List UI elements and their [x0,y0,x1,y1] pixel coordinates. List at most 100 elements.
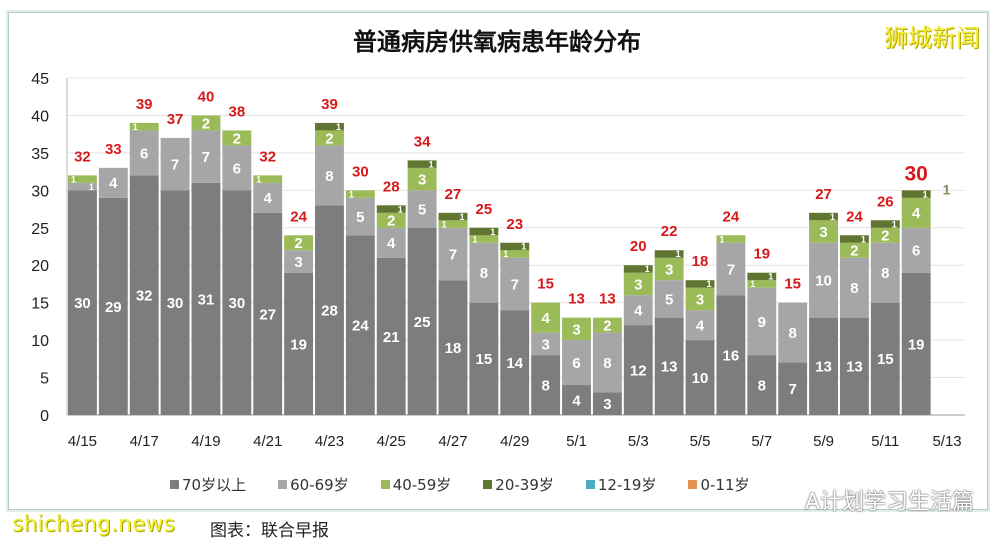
total-label: 37 [167,111,184,128]
bar-segment [68,182,97,191]
total-label: 22 [661,223,678,240]
bar-segment [253,175,283,183]
bar-segment [191,182,221,415]
legend-item: 40-59岁 [380,474,452,495]
segment-label: 6 [140,145,148,162]
bar-segment [438,220,468,228]
segment-label: 1 [861,234,866,244]
bar-segment [222,130,252,146]
bar-segment [685,287,715,311]
segment-label: 2 [202,115,210,132]
segment-label: 19 [290,336,307,353]
bar-segment [500,250,530,258]
segment-label: 1 [521,242,526,252]
segment-label: 24 [352,318,369,335]
segment-label: 1 [398,204,403,214]
bar-segment [716,242,746,296]
bar-segment [870,302,900,415]
segment-label: 15 [476,351,493,368]
bar-segment [531,332,561,356]
bar-segment [623,272,653,296]
segment-label: 1 [256,174,261,184]
bar-segment [747,272,777,281]
segment-label: 10 [692,370,709,387]
bar-segment [901,197,931,228]
bar-segment [284,272,314,415]
segment-label: 9 [758,314,766,331]
bar-segment [68,175,97,183]
segment-label: 1 [71,174,76,184]
bar-segment [562,385,591,415]
x-tick-label: 5/3 [628,433,649,450]
segment-label: 8 [758,377,766,394]
segment-label: 3 [665,261,673,278]
segment-label: 2 [233,130,241,147]
x-tick-label: 4/17 [130,433,159,450]
segment-label: 21 [383,329,400,346]
bar-segment [809,220,838,243]
segment-label: 29 [105,299,122,316]
legend-label: 40-59岁 [392,476,452,494]
total-label: 25 [476,201,493,218]
segment-label: 6 [233,160,241,177]
segment-label: 2 [850,243,858,260]
bar-segment [407,167,437,191]
bar-segment [284,250,314,273]
bar-segment [901,190,931,198]
legend-label: 12-19岁 [597,476,657,494]
legend-item: 0-11岁 [688,474,750,495]
total-label: 30 [352,163,369,180]
legend-item: 20-39岁 [483,474,554,495]
legend-swatch [688,480,698,489]
segment-label: 5 [418,201,426,218]
segment-label: 1 [750,279,755,289]
total-label: 27 [815,186,832,203]
bar-segment [592,332,622,393]
legend: 70岁以上 60-69岁 40-59岁 20-39岁 12-19岁 0-11岁 [170,474,750,495]
segment-label: 4 [572,392,581,409]
segment-label: 16 [723,347,740,364]
bar-segment [870,242,900,303]
bar-segment [809,242,838,318]
bar-segment [562,340,591,386]
total-label: 39 [136,96,153,113]
bar-segment [747,280,777,288]
x-tick-label: 4/19 [191,433,220,450]
bar-segment [438,280,468,415]
total-label: 27 [445,186,462,203]
bar-segment [716,235,746,243]
segment-label: 15 [877,351,894,368]
total-label: 19 [753,246,770,263]
x-tick-label: 5/5 [690,433,711,450]
legend-label: 0-11岁 [700,476,750,494]
segment-label: 3 [541,336,549,353]
bar-segment [500,242,530,251]
bar-segment [469,242,499,303]
total-label: 38 [228,103,245,120]
y-tick-label: 0 [40,408,49,425]
bar-segment [839,317,869,415]
segment-label: 30 [167,295,184,312]
segment-label: 3 [603,396,611,413]
bar-segment [839,242,869,258]
segment-label: 30 [228,295,245,312]
bar-segment [778,362,808,415]
bar-segment [562,317,591,341]
wechat-watermark: A计划学习生活篇 [805,490,975,515]
x-tick-label: 4/15 [68,433,97,450]
segment-label: 31 [198,291,215,308]
bar-segment [469,227,499,236]
segment-label: 7 [511,276,519,293]
segment-label: 4 [264,190,273,207]
segment-label: 1 [503,249,508,259]
bar-segment [747,355,777,415]
total-label: 40 [198,88,215,105]
bar-segment [315,205,344,415]
segment-label: 6 [912,243,920,260]
x-tick-label: 5/9 [813,433,834,450]
bar-segment [345,197,375,236]
segment-label: 4 [109,175,118,192]
bar-segment [407,160,437,168]
total-label: 26 [877,193,894,210]
